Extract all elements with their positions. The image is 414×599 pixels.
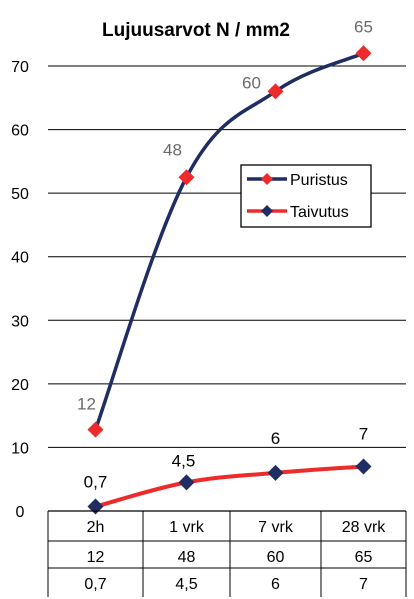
series-line-taivutus <box>94 464 364 509</box>
series-line-puristus <box>93 51 365 431</box>
table-cell: 4,5 <box>175 576 197 593</box>
y-tick-label: 0 <box>16 504 25 521</box>
table-cell: 7 <box>359 576 368 593</box>
data-label-puristus: 65 <box>354 17 373 36</box>
legend-box <box>240 164 372 228</box>
data-point-puristus <box>87 421 104 438</box>
data-label-taivutus: 6 <box>271 429 280 448</box>
y-tick-label: 50 <box>11 186 29 203</box>
legend: Puristus Taivutus <box>240 164 372 228</box>
y-axis-tick-labels: 0 10 20 30 40 50 60 70 <box>11 59 29 521</box>
data-point-puristus <box>267 83 284 100</box>
data-label-taivutus: 0,7 <box>84 473 108 492</box>
y-tick-label: 20 <box>11 377 29 394</box>
data-point-taivutus <box>267 464 284 481</box>
y-tick-label: 60 <box>11 123 29 140</box>
legend-swatch-marker <box>261 205 273 217</box>
table-cell: 60 <box>267 549 285 566</box>
data-label-puristus: 48 <box>163 140 182 159</box>
y-tick-label: 40 <box>11 250 29 267</box>
chart-title: Lujuusarvot N / mm2 <box>102 20 290 41</box>
legend-label: Puristus <box>290 172 348 189</box>
table-cell: 65 <box>355 549 373 566</box>
data-label-puristus: 60 <box>242 73 261 92</box>
data-label-taivutus: 4,5 <box>172 451 196 470</box>
legend-label: Taivutus <box>290 204 349 221</box>
table-cell: 6 <box>271 576 280 593</box>
x-category-label: 28 vrk <box>342 519 387 536</box>
data-point-taivutus <box>87 498 104 515</box>
y-tick-label: 10 <box>11 440 29 457</box>
x-category-label: 1 vrk <box>169 519 205 536</box>
legend-swatch-marker <box>261 173 273 185</box>
table-cell: 12 <box>87 549 105 566</box>
series-layer: 12 48 60 65 0,7 4,5 6 7 <box>77 17 373 515</box>
data-point-puristus <box>178 169 195 186</box>
x-category-label: 7 vrk <box>258 519 294 536</box>
data-point-puristus <box>355 45 372 62</box>
data-point-taivutus <box>178 474 195 491</box>
table-cell: 48 <box>178 549 196 566</box>
y-tick-label: 70 <box>11 59 29 76</box>
gridlines <box>48 65 406 448</box>
table-cell: 0,7 <box>84 576 106 593</box>
x-category-label: 2h <box>87 519 105 536</box>
data-label-puristus: 12 <box>77 395 96 414</box>
data-table: 2h 1 vrk 7 vrk 28 vrk 12 48 60 65 0,7 4,5 6 7 <box>47 510 407 597</box>
y-tick-label: 30 <box>11 313 29 330</box>
data-label-taivutus: 7 <box>359 425 368 444</box>
data-point-taivutus <box>355 458 372 475</box>
